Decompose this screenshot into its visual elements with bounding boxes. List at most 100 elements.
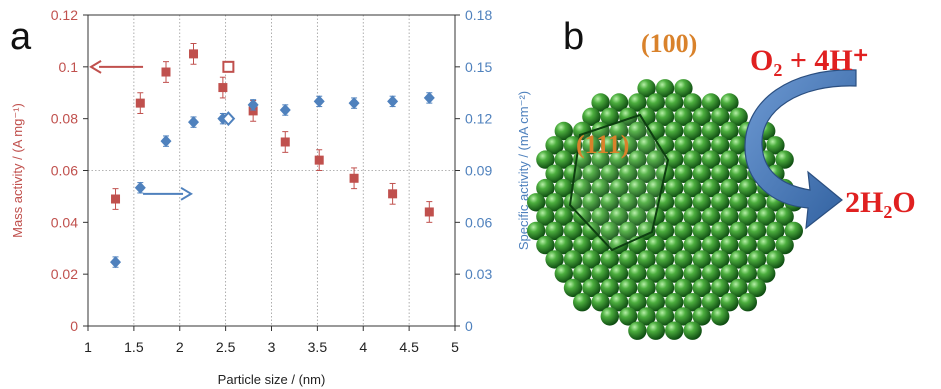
atom-sphere <box>674 221 693 241</box>
atom-sphere <box>637 107 656 127</box>
y-left-tick-label: 0.06 <box>51 163 78 179</box>
atom-sphere <box>619 136 638 155</box>
x-tick-label: 3 <box>268 339 276 355</box>
atom-sphere <box>729 193 748 212</box>
atom-sphere <box>665 93 684 112</box>
atom-sphere <box>738 235 757 255</box>
atom-sphere <box>711 193 730 212</box>
y-right-tick-label: 0.12 <box>465 111 492 127</box>
chart-grid <box>88 15 455 326</box>
atom-sphere <box>766 221 785 241</box>
atom-sphere <box>600 221 619 241</box>
atom-sphere <box>692 136 711 155</box>
atom-sphere <box>720 264 739 283</box>
y-right-tick-label: 0.03 <box>465 266 492 282</box>
atom-sphere <box>628 321 647 340</box>
atom-sphere <box>600 164 619 183</box>
atom-sphere <box>609 207 629 226</box>
atom-sphere <box>655 221 675 241</box>
atom-sphere <box>674 193 693 212</box>
atom-sphere <box>655 278 675 298</box>
atom-sphere <box>665 321 684 340</box>
atom-sphere <box>674 250 693 269</box>
atom-sphere <box>600 250 619 269</box>
x-tick-label: 4 <box>359 339 367 355</box>
atom-sphere <box>600 307 619 326</box>
atom-sphere <box>554 235 573 255</box>
atom-sphere <box>729 221 748 241</box>
y-left-tick-label: 0.1 <box>59 59 79 75</box>
atom-sphere <box>609 293 629 312</box>
atom-sphere <box>573 235 592 255</box>
atom-sphere <box>655 307 675 326</box>
atom-sphere <box>545 221 564 241</box>
atom-sphere <box>536 235 555 255</box>
data-point-square <box>111 194 121 204</box>
atom-sphere <box>545 250 564 269</box>
atom-sphere <box>683 121 702 141</box>
x-tick-label: 2 <box>176 339 184 355</box>
data-point-square <box>388 189 398 199</box>
data-point-square <box>218 83 228 93</box>
data-point-diamond <box>160 135 172 148</box>
atom-sphere <box>646 235 665 255</box>
atom-sphere <box>701 207 721 226</box>
chart-a: 1 1.5 2 2.5 3 3.5 4 4.5 5 0 0.02 0.04 0.06 0.08 0.1 0.… <box>10 7 531 387</box>
x-axis-ticks: 1 1.5 2 2.5 3 3.5 4 4.5 5 <box>84 326 459 355</box>
atom-sphere <box>591 293 610 312</box>
x-axis-label: Particle size / (nm) <box>218 372 326 387</box>
atom-sphere <box>711 136 730 155</box>
atom-sphere <box>628 150 647 169</box>
atom-sphere <box>701 121 721 141</box>
atom-sphere <box>591 93 610 112</box>
atom-sphere <box>701 293 721 312</box>
y-left-tick-label: 0.08 <box>51 111 78 127</box>
atom-sphere <box>665 121 684 141</box>
atom-sphere <box>711 278 730 298</box>
y-right-tick-label: 0.15 <box>465 59 492 75</box>
y-left-axis-label: Mass activity / (A mg⁻¹) <box>10 103 25 238</box>
atom-sphere <box>747 193 767 212</box>
open-square-marker <box>222 60 235 73</box>
data-point-diamond <box>110 256 122 269</box>
atom-sphere <box>674 278 693 298</box>
atom-sphere <box>573 264 592 283</box>
atom-sphere <box>683 321 702 340</box>
atom-sphere <box>600 278 619 298</box>
y-left-tick-label: 0 <box>70 318 78 334</box>
atom-sphere <box>628 264 647 283</box>
data-point-diamond <box>313 95 325 108</box>
atom-sphere <box>720 121 739 141</box>
atom-sphere <box>692 193 711 212</box>
facet-111-outline <box>568 113 670 252</box>
atom-sphere <box>665 178 684 198</box>
atom-sphere <box>692 164 711 183</box>
atom-sphere <box>720 207 739 226</box>
series-mass-activity <box>111 43 434 223</box>
atom-sphere <box>591 178 610 198</box>
atom-sphere <box>775 150 794 169</box>
data-point-square <box>280 137 290 147</box>
atom-sphere <box>784 221 803 241</box>
atom-sphere <box>600 107 619 127</box>
data-point-square <box>189 49 199 59</box>
atom-sphere <box>591 150 610 169</box>
atom-sphere <box>563 278 583 298</box>
data-point-diamond <box>423 91 435 104</box>
atom-sphere <box>692 307 711 326</box>
atom-sphere <box>674 79 693 98</box>
atom-sphere <box>591 264 610 283</box>
atom-sphere <box>701 150 721 169</box>
atom-sphere <box>637 193 656 212</box>
atom-sphere <box>766 250 785 269</box>
atom-sphere <box>692 278 711 298</box>
y-left-tick-label: 0.12 <box>51 7 78 23</box>
atom-sphere <box>619 221 638 241</box>
atom-sphere <box>582 164 601 183</box>
atom-sphere <box>582 136 601 155</box>
x-tick-label: 3.5 <box>308 339 328 355</box>
atom-sphere <box>757 235 776 255</box>
data-point-diamond <box>279 104 291 117</box>
atom-sphere <box>775 207 794 226</box>
